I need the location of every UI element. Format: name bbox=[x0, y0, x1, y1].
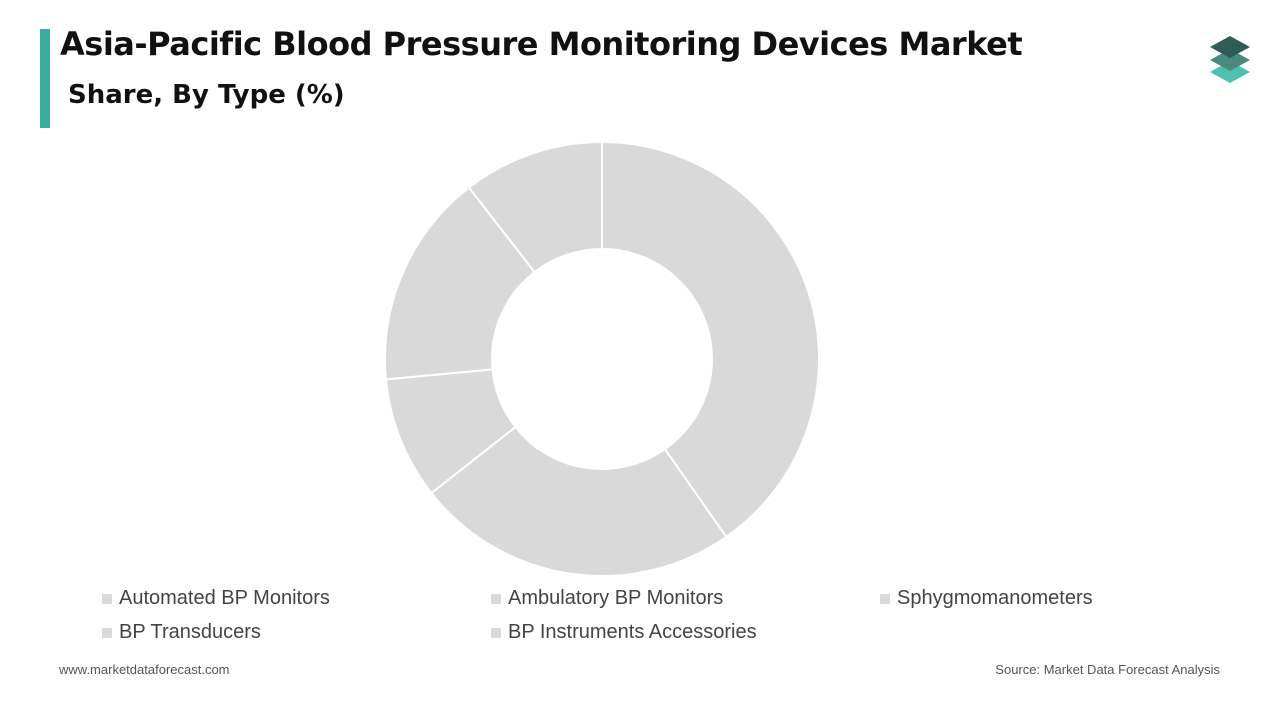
source-note: Source: Market Data Forecast Analysis bbox=[995, 662, 1220, 677]
chart-subtitle: Share, By Type (%) bbox=[68, 80, 345, 110]
chart-title: Asia-Pacific Blood Pressure Monitoring D… bbox=[60, 25, 1023, 63]
donut-slice-bp-transducers bbox=[384, 186, 536, 381]
website-url: www.marketdataforecast.com bbox=[59, 662, 230, 677]
donut-slice-automated-bp-monitors bbox=[601, 140, 820, 539]
stacked-layers-icon bbox=[1210, 36, 1250, 83]
donut-slice-ambulatory-bp-monitors bbox=[429, 425, 728, 577]
logo-layer-bottom bbox=[1210, 61, 1250, 83]
donut-slice-bp-instruments-accessories bbox=[467, 140, 603, 274]
logo-layer-middle bbox=[1210, 49, 1250, 71]
title-accent-bar bbox=[40, 29, 50, 128]
logo-layer-top bbox=[1210, 36, 1250, 58]
